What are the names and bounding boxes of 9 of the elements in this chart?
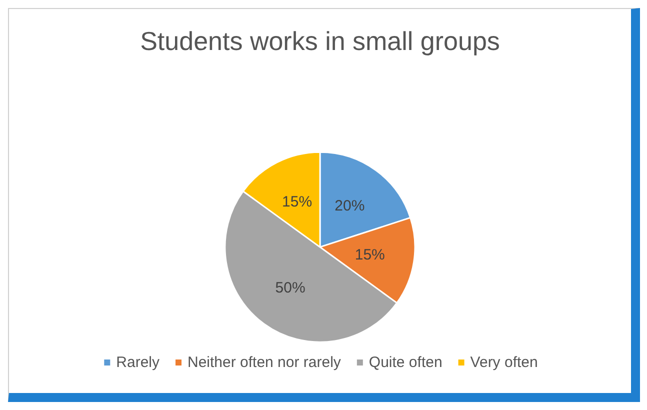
- chart-title: Students works in small groups: [140, 26, 500, 56]
- legend-label: Very often: [470, 354, 538, 371]
- data-label: 15%: [282, 194, 312, 211]
- data-label: 20%: [334, 198, 365, 215]
- legend-label: Quite often: [368, 354, 442, 371]
- legend-label: Neither often nor rarely: [188, 354, 342, 371]
- legend-label: Rarely: [116, 354, 160, 371]
- data-label: 50%: [275, 279, 306, 296]
- data-label: 15%: [354, 246, 385, 264]
